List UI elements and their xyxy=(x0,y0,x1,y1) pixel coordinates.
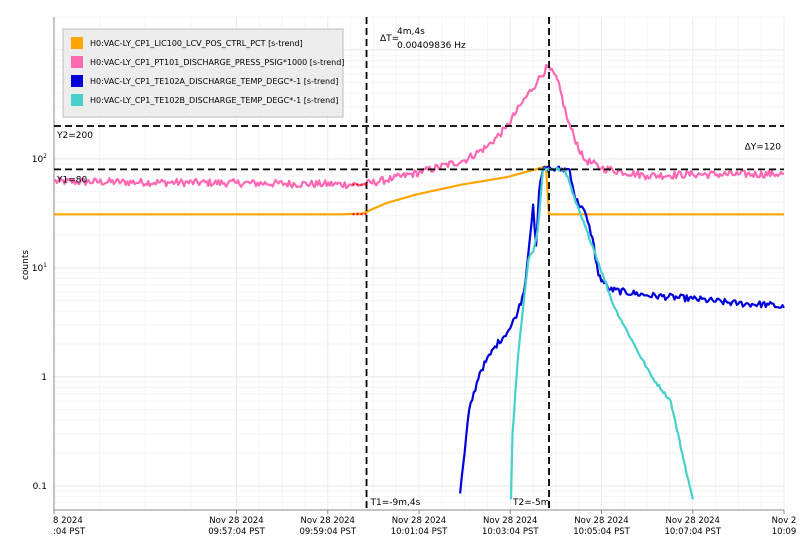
y-tick-label: 101 xyxy=(32,262,47,274)
y-tick-label: 1 xyxy=(41,373,47,383)
x-tick-label-time: 09:59:04 PST xyxy=(299,527,356,537)
series-layer xyxy=(53,63,785,500)
x-tick-label-date: Nov 28 2024 xyxy=(666,516,720,526)
x-tick-label-date: Nov 28 2024 xyxy=(209,516,263,526)
cursor-t2-label: T2=-5m xyxy=(512,498,550,508)
legend-swatch-2 xyxy=(71,56,83,68)
x-tick-label-time: 10:03:04 PST xyxy=(482,527,539,537)
x-tick-label-time: 10:09 xyxy=(772,527,797,537)
cursor-layer[interactable]: Y1=80 Y2=200 T1=-9m,4s T2=-5m ΔT=4m,4s 0.0040… xyxy=(54,17,784,510)
series-line-1 xyxy=(54,165,784,216)
cursor-t1-label: T1=-9m,4s xyxy=(370,498,421,508)
delta-t-label: ΔT= xyxy=(380,34,399,44)
x-tick-label-time: 09:57:04 PST xyxy=(208,527,265,537)
legend-label-1[interactable]: H0:VAC-LY_CP1_LIC100_LCV_POS_CTRL_PCT [s… xyxy=(90,39,303,48)
x-tick-label-time: 10:07:04 PST xyxy=(664,527,721,537)
y-tick-labels: 0.1 1 101 102 xyxy=(32,153,47,492)
x-tick-label-time: 10:05:04 PST xyxy=(573,527,630,537)
y-axis-label: counts xyxy=(21,250,31,280)
x-tick-label-date: Nov 28 2024 xyxy=(483,516,537,526)
x-tick-label-date: Nov 28 2024 xyxy=(301,516,355,526)
legend-swatch-3 xyxy=(71,75,83,87)
legend-label-2[interactable]: H0:VAC-LY_CP1_PT101_DISCHARGE_PRESS_PSIG… xyxy=(90,58,344,67)
legend-swatch-4 xyxy=(71,94,83,106)
series-line-3 xyxy=(459,165,785,494)
x-tick-label-time: :04 PST xyxy=(53,527,86,537)
legend-label-4[interactable]: H0:VAC-LY_CP1_TE102B_DISCHARGE_TEMP_DEGC… xyxy=(90,96,338,105)
cursor-y2-label: Y2=200 xyxy=(56,131,93,141)
series-line-4 xyxy=(509,166,694,500)
delta-y-label: ΔY=120 xyxy=(745,142,782,152)
y-tick-label: 0.1 xyxy=(33,482,47,492)
x-tick-label-date: Nov 28 2024 xyxy=(574,516,628,526)
x-tick-label-date: Nov 28 2024 xyxy=(392,516,446,526)
delta-t-frequency: 0.00409836 Hz xyxy=(397,41,466,51)
x-tick-label-date: 8 2024 xyxy=(53,516,83,526)
legend[interactable]: H0:VAC-LY_CP1_LIC100_LCV_POS_CTRL_PCT [s… xyxy=(62,28,344,118)
delta-t-value: 4m,4s xyxy=(397,27,425,37)
series-line-2 xyxy=(53,63,785,190)
cursor-y1-label: Y1=80 xyxy=(56,175,87,185)
legend-swatch-1 xyxy=(71,37,83,49)
x-tick-label-time: 10:01:04 PST xyxy=(391,527,448,537)
y-tick-label: 102 xyxy=(32,153,47,165)
legend-background xyxy=(62,28,344,118)
x-tick-label-date: Nov 2 xyxy=(772,516,797,526)
legend-label-3[interactable]: H0:VAC-LY_CP1_TE102A_DISCHARGE_TEMP_DEGC… xyxy=(90,77,338,86)
